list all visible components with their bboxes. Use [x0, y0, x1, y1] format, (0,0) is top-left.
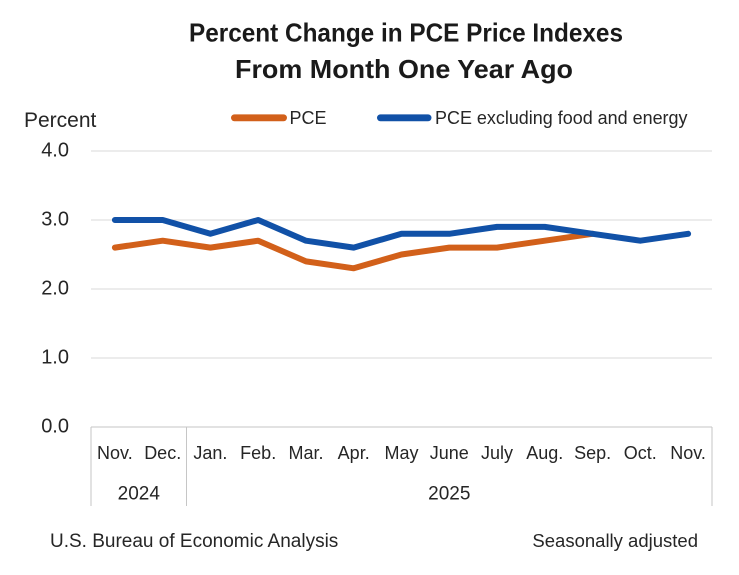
svg-text:May: May: [384, 443, 418, 463]
svg-text:Aug.: Aug.: [526, 443, 563, 463]
svg-text:Percent: Percent: [24, 109, 97, 132]
svg-text:U.S. Bureau of Economic Analys: U.S. Bureau of Economic Analysis: [50, 531, 338, 552]
svg-text:2024: 2024: [118, 484, 161, 505]
svg-text:0.0: 0.0: [41, 416, 69, 438]
svg-text:Oct.: Oct.: [624, 443, 657, 463]
svg-text:Percent Change in PCE Price In: Percent Change in PCE Price Indexes: [189, 18, 623, 48]
svg-text:Dec.: Dec.: [144, 443, 181, 463]
svg-text:June: June: [430, 443, 469, 463]
svg-text:4.0: 4.0: [41, 140, 69, 162]
svg-text:1.0: 1.0: [41, 347, 69, 369]
svg-text:Nov.: Nov.: [670, 443, 706, 463]
svg-text:2025: 2025: [428, 484, 470, 505]
svg-text:3.0: 3.0: [41, 209, 69, 231]
svg-text:Sep.: Sep.: [574, 443, 611, 463]
svg-text:Feb.: Feb.: [240, 443, 276, 463]
svg-text:PCE excluding food and energy: PCE excluding food and energy: [435, 108, 688, 128]
svg-text:2.0: 2.0: [41, 278, 69, 300]
svg-text:Apr.: Apr.: [338, 443, 370, 463]
svg-text:July: July: [481, 443, 513, 463]
svg-text:Jan.: Jan.: [193, 443, 227, 463]
svg-text:Seasonally adjusted: Seasonally adjusted: [532, 530, 698, 551]
svg-text:From Month One Year Ago: From Month One Year Ago: [235, 54, 573, 84]
svg-text:PCE: PCE: [290, 108, 327, 128]
svg-text:Mar.: Mar.: [288, 443, 323, 463]
svg-text:Nov.: Nov.: [97, 443, 133, 463]
